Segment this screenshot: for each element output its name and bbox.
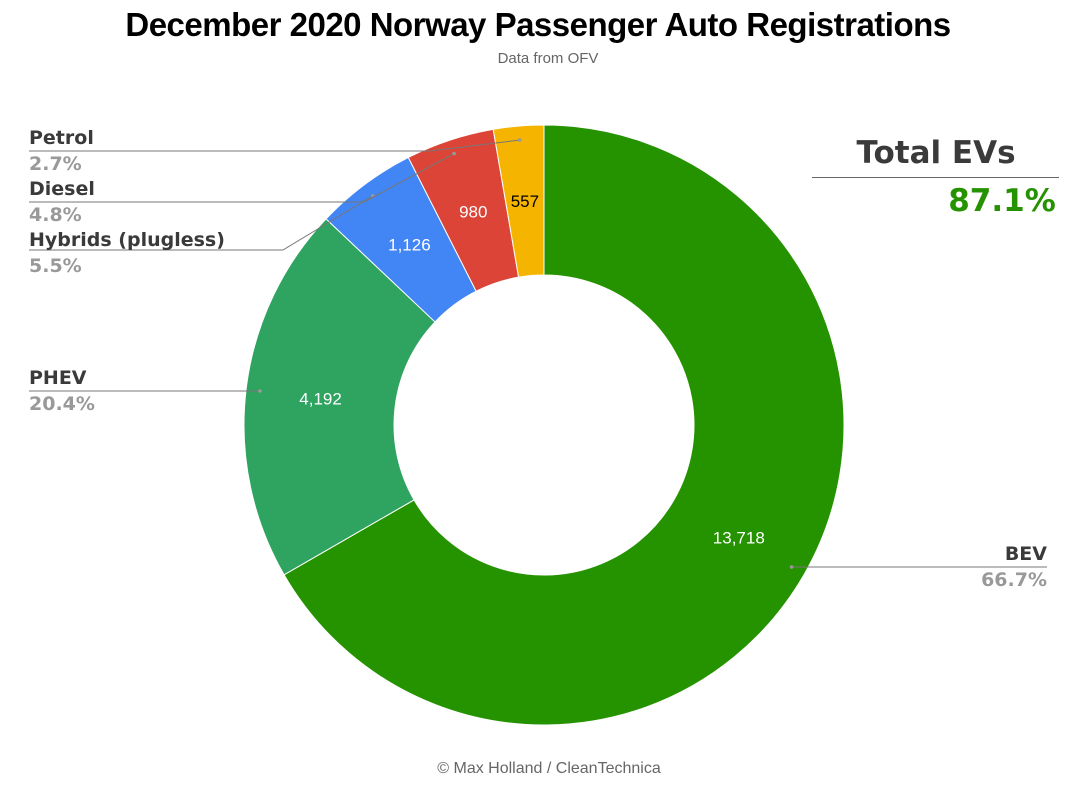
credit-text: © Max Holland / CleanTechnica xyxy=(437,760,661,777)
data-label-petrol: 557 xyxy=(511,192,539,211)
leader-dot-petrol xyxy=(517,138,522,142)
slice-petrol xyxy=(492,124,545,278)
percent-label-phev: 20.4% xyxy=(29,393,95,415)
slice-bev xyxy=(283,124,845,726)
chart-subtitle: Data from OFV xyxy=(497,50,599,67)
category-label-bev: BEV xyxy=(1005,543,1047,565)
data-label-diesel: 980 xyxy=(459,202,487,221)
leader-dot-bev xyxy=(789,565,794,569)
category-label-diesel: Diesel xyxy=(29,178,95,200)
slice-phev xyxy=(243,218,436,576)
data-label-phev: 4,192 xyxy=(299,390,342,409)
leader-line-hybrids-plugless xyxy=(29,195,374,251)
total-evs-value: 87.1% xyxy=(948,183,1056,219)
category-label-phev: PHEV xyxy=(29,367,87,389)
percent-label-bev: 66.7% xyxy=(981,569,1047,591)
leader-dot-diesel xyxy=(452,151,456,156)
percent-label-hybrids-plugless: 5.5% xyxy=(29,255,82,277)
leader-line-petrol xyxy=(29,139,520,152)
total-evs-title: Total EVs xyxy=(856,135,1016,171)
category-label-petrol: Petrol xyxy=(29,127,94,149)
percent-label-diesel: 4.8% xyxy=(29,204,82,226)
data-label-bev: 13,718 xyxy=(713,529,765,548)
data-label-hybrids-plugless: 1,126 xyxy=(388,236,431,255)
total-evs-divider xyxy=(812,177,1059,178)
leader-dot-phev xyxy=(258,389,262,393)
percent-label-petrol: 2.7% xyxy=(29,153,82,175)
leader-line-diesel xyxy=(29,153,455,203)
chart-title: December 2020 Norway Passenger Auto Regi… xyxy=(125,6,951,43)
category-label-hybrids-plugless: Hybrids (plugless) xyxy=(29,229,225,251)
